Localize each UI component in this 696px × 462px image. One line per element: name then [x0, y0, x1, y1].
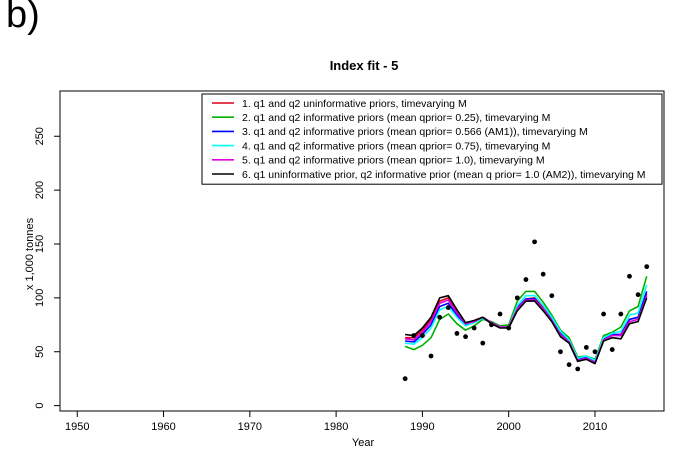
plot-frame — [59, 90, 665, 412]
legend-label: 4. q1 and q2 informative priors (mean qp… — [242, 140, 550, 152]
observed-point — [471, 325, 477, 331]
x-tick-label: 2010 — [583, 421, 607, 433]
y-tick-label: 250 — [34, 127, 46, 145]
observed-point — [497, 311, 503, 317]
observed-point — [506, 325, 512, 331]
x-tick-label: 1970 — [238, 421, 262, 433]
legend-label: 1. q1 and q2 uninformative priors, timev… — [242, 98, 467, 110]
series-line-5 — [404, 295, 648, 364]
panel-label: b) — [6, 0, 40, 36]
observed-point — [549, 293, 555, 299]
observed-point — [635, 292, 641, 298]
observed-point — [601, 311, 606, 317]
observed-point — [540, 271, 546, 277]
observed-point — [592, 349, 598, 355]
legend: 1. q1 and q2 uninformative priors, timev… — [201, 93, 663, 185]
observed-points — [402, 239, 650, 382]
observed-point — [575, 366, 581, 372]
series-lines — [404, 276, 648, 365]
legend-label: 5. q1 and q2 informative priors (mean qp… — [242, 155, 545, 167]
observed-point — [454, 331, 460, 336]
y-tick-label: 200 — [34, 181, 46, 199]
observed-point — [411, 333, 417, 338]
observed-point — [428, 353, 434, 359]
y-tick-label: 50 — [34, 346, 46, 358]
observed-point — [566, 362, 572, 368]
observed-point — [583, 345, 589, 350]
series-line-2 — [404, 276, 648, 361]
x-tick-label: 2000 — [496, 421, 520, 433]
observed-point — [402, 376, 408, 382]
series-line-4 — [404, 284, 648, 362]
observed-point — [558, 349, 563, 355]
series-line-6 — [404, 294, 648, 365]
observed-point — [420, 333, 425, 338]
observed-point — [445, 305, 451, 310]
y-axis: 0 50 100 150 200 250 — [34, 127, 60, 409]
x-tick-label: 1980 — [324, 421, 348, 433]
legend-label: 3. q1 and q2 informative priors (mean qp… — [242, 126, 588, 138]
observed-point — [532, 239, 537, 245]
x-axis-title: Year — [352, 437, 375, 449]
y-axis-title: x 1,000 tonnes — [24, 217, 36, 290]
observed-point — [489, 322, 494, 328]
x-tick-label: 1960 — [151, 421, 175, 433]
observed-point — [514, 295, 520, 301]
x-tick-label: 1990 — [410, 421, 434, 433]
legend-label: 2. q1 and q2 informative priors (mean qp… — [242, 112, 550, 124]
observed-point — [627, 273, 632, 279]
x-axis: 1950 1960 1970 1980 1990 2000 2010 — [65, 411, 607, 433]
chart-title: Index fit - 5 — [330, 58, 399, 73]
y-tick-label: 0 — [34, 403, 46, 409]
series-line-3 — [405, 291, 648, 363]
legend-label: 6. q1 uninformative prior, q2 informativ… — [242, 169, 646, 181]
y-tick-label: 150 — [34, 235, 46, 253]
observed-point — [523, 277, 529, 282]
observed-point — [609, 347, 615, 352]
series-line-1 — [405, 293, 648, 364]
x-tick-label: 1950 — [65, 421, 89, 433]
observed-point — [644, 264, 650, 270]
observed-point — [618, 311, 624, 317]
y-tick-label: 100 — [34, 289, 46, 307]
observed-point — [463, 334, 468, 340]
observed-point — [437, 314, 443, 320]
legend-box — [201, 93, 663, 185]
observed-point — [480, 340, 486, 346]
